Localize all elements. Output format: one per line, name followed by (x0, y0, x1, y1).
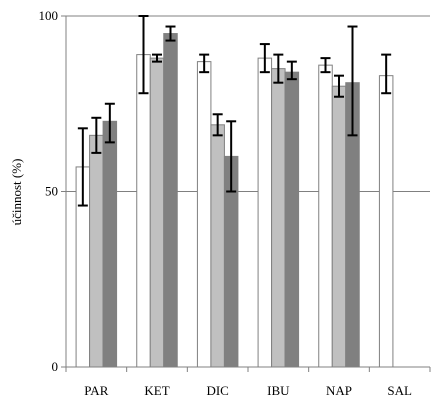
bar-ibu-1 (257, 57, 273, 368)
x-tick-label-dic: DIC (206, 383, 228, 398)
x-tick-label-nap: NAP (326, 383, 352, 398)
x-tick-label-sal: SAL (387, 383, 412, 398)
y-tick-label-0: 0 (52, 359, 59, 374)
y-axis-title: účinnost (%) (9, 159, 24, 226)
y-tick-label-100: 100 (39, 8, 59, 23)
bar-ibu-3 (284, 71, 300, 368)
bar-ket-2 (149, 57, 165, 368)
bar-ket-3 (163, 33, 178, 368)
x-tick-label-par: PAR (84, 383, 108, 398)
x-tick-label-ket: KET (144, 383, 169, 398)
bar-nap-2 (331, 85, 347, 368)
bar-ibu-2 (271, 68, 286, 368)
bar-par-3 (102, 120, 118, 368)
axes (61, 15, 431, 372)
x-tick-label-ibu: IBU (267, 383, 290, 398)
bar-dic-1 (196, 61, 212, 368)
y-tick-label-50: 50 (45, 184, 58, 199)
bar-par-2 (89, 134, 104, 368)
bar-sal-1 (378, 75, 394, 368)
bar-dic-2 (210, 124, 225, 368)
bar-ket-1 (136, 54, 151, 368)
tick-labels: 0 50 100 PAR KET DIC IBU NAP SAL (39, 8, 413, 398)
error-bars (77, 15, 392, 207)
grid-lines (66, 15, 430, 192)
bar-nap-1 (318, 64, 333, 368)
bars (75, 33, 394, 368)
